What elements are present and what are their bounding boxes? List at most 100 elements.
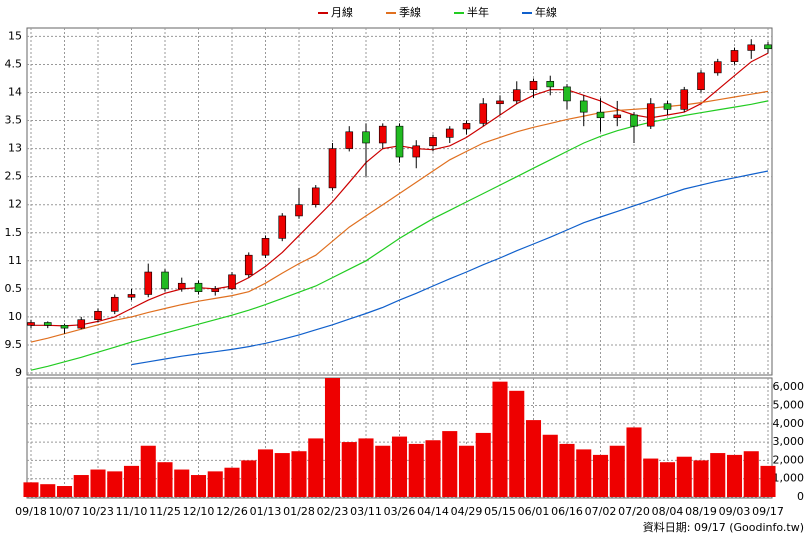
volume-bar [458,445,475,497]
y2-tick-label: 0 [797,490,804,503]
x-tick-label: 12/10 [183,505,215,518]
candle-body [579,100,588,113]
candle-body [228,274,236,290]
volume-bar [626,427,642,497]
candle-body [127,294,136,298]
x-tick-label: 04/29 [451,505,483,518]
x-tick-label: 04/14 [417,505,449,518]
y2-tick-label: 5,000 [773,398,805,411]
y2-tick-label: 2,000 [773,453,805,466]
candle-body [462,123,471,130]
volume-bar [592,454,609,497]
footer: 資料日期: 09/17 (Goodinfo.tw) [643,520,804,534]
volume-bar [107,471,123,497]
volume-bar [659,462,676,497]
y-tick-label: 0.5 [5,282,23,295]
y-tick-label: 11 [8,254,22,267]
x-tick-label: 07/20 [618,505,650,518]
candle-body [94,310,102,321]
candle-body [529,80,538,91]
y-tick-label: 2.5 [5,170,23,183]
volume-bar [257,449,274,497]
legend-label: 月線 [331,5,353,19]
volume-bar [525,420,542,497]
volume-bar [442,431,458,497]
candle-body [747,44,756,51]
volume-bar [425,440,441,497]
volume-bar [157,462,173,497]
candle-body [177,282,186,290]
volume-bar [140,445,156,497]
x-tick-label: 06/16 [551,505,583,518]
candle-body [680,89,689,110]
volume-bar [475,432,491,497]
volume-bar [643,458,659,497]
candle-body [479,103,488,124]
y-tick-label: 15 [8,29,22,42]
x-tick-label: 06/01 [518,505,550,518]
candle-body [697,72,705,91]
legend-label: 年線 [535,5,557,19]
candle-body [278,215,287,239]
volume-bar [559,443,575,497]
x-tick-label: 10/23 [82,505,114,518]
x-tick-label: 05/15 [484,505,516,518]
volume-bar [207,471,223,497]
volume-bar [676,456,692,497]
candle-body [496,100,504,105]
x-tick-label: 09/03 [719,505,751,518]
candle-body [261,238,270,256]
y-tick-label: 13 [8,142,22,155]
volume-bar [726,454,743,497]
candle-body [395,125,404,158]
volume-bar [576,449,592,497]
y-tick-label: 4.5 [5,57,23,70]
x-tick-label: 01/13 [250,505,282,518]
y2-tick-label: 4,000 [773,417,805,430]
volume-bar [760,465,776,497]
volume-bar [509,390,525,497]
volume-bar [391,436,408,497]
volume-bar [710,453,726,497]
candle-body [60,325,69,329]
x-tick-label: 09/18 [15,505,47,518]
x-tick-label: 10/07 [49,505,81,518]
volume-bar [291,451,307,497]
legend: 月線 季線 半年 年線 [318,5,557,19]
y-tick-label: 12 [8,198,22,211]
x-tick-label: 01/28 [283,505,315,518]
candle-body [211,288,220,292]
volume-bar [693,460,709,497]
x-tick-label: 03/26 [384,505,416,518]
candle-body [445,128,454,138]
legend-label: 半年 [467,5,489,19]
volume-bar [375,445,391,497]
candle-body [345,131,354,149]
candle-body [295,204,303,217]
candle-body [429,137,437,147]
volume-bar [190,475,207,497]
candle-body [412,145,421,158]
candle-body [613,114,622,119]
ma-line [131,170,769,366]
candle-body [27,322,35,326]
candle-body [713,61,722,74]
volume-bar [492,381,508,497]
y-tick-label: 9 [15,366,22,379]
volume-bar [23,482,39,497]
candle-body [546,80,555,88]
legend-label: 季線 [399,5,421,19]
candle-body [630,114,638,127]
volume-bar [123,465,140,497]
candle-body [730,50,739,62]
volume-bar [274,453,290,497]
y2-tick-label: 3,000 [773,435,805,448]
volume-bar [324,378,341,497]
y-tick-label: 1.5 [5,226,23,239]
candle-body [646,103,655,127]
y-tick-label: 3.5 [5,114,23,127]
y-tick-label: 10 [8,310,22,323]
volume-bar [609,445,625,497]
volume-bar [174,469,190,497]
